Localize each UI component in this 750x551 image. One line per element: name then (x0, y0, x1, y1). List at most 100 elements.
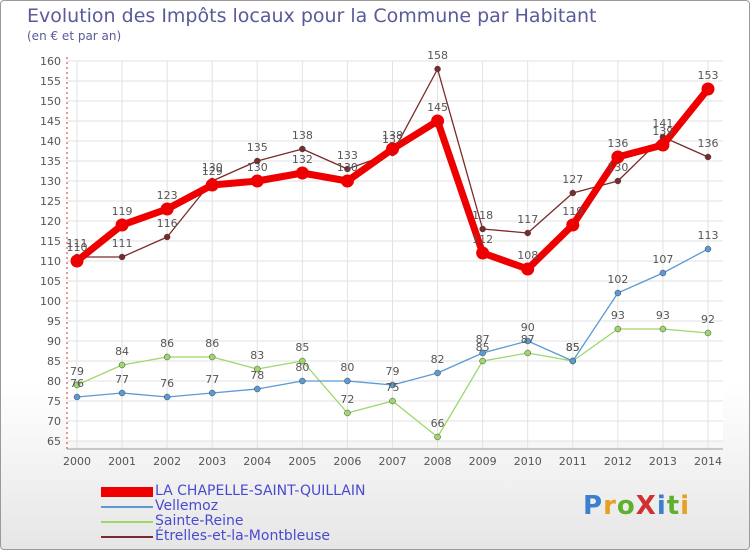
data-label: 93 (656, 309, 670, 322)
data-label: 130 (337, 161, 358, 174)
data-point (205, 178, 219, 192)
data-point (479, 349, 486, 357)
legend-swatch (101, 506, 153, 508)
x-tick-label: 2007 (379, 455, 407, 468)
data-point (118, 389, 126, 397)
logo-letter: r (603, 491, 617, 521)
data-label: 86 (160, 337, 174, 350)
data-label: 130 (607, 161, 628, 174)
data-point (163, 233, 171, 241)
data-label: 80 (295, 361, 309, 374)
y-tick-label: 120 (40, 215, 61, 228)
y-tick-label: 80 (47, 375, 61, 388)
data-point (434, 433, 441, 441)
data-point (118, 253, 126, 261)
data-point (299, 377, 306, 385)
data-label: 82 (431, 353, 445, 366)
data-label: 79 (386, 365, 400, 378)
x-tick-label: 2002 (153, 455, 181, 468)
x-tick-label: 2009 (469, 455, 497, 468)
y-tick-label: 150 (40, 95, 61, 108)
data-label: 86 (205, 337, 219, 350)
data-label: 127 (562, 173, 583, 186)
logo-letter: i (656, 491, 667, 521)
data-point (299, 145, 306, 153)
y-tick-label: 135 (40, 155, 61, 168)
data-point (611, 150, 625, 164)
data-label: 85 (566, 341, 580, 354)
data-point (160, 202, 174, 216)
y-tick-label: 145 (40, 115, 61, 128)
data-point (386, 142, 399, 156)
data-label: 130 (247, 161, 268, 174)
data-label: 129 (202, 165, 223, 178)
data-label: 133 (337, 149, 358, 162)
data-point (73, 381, 81, 389)
data-label: 75 (386, 381, 400, 394)
data-label: 141 (652, 117, 673, 130)
legend-swatch (101, 487, 153, 497)
data-label: 87 (476, 333, 490, 346)
data-point (701, 82, 715, 96)
data-point (659, 325, 667, 333)
data-point (704, 329, 712, 337)
data-point (389, 397, 396, 405)
legend-label: Vellemoz (155, 498, 219, 514)
data-label: 77 (115, 373, 129, 386)
data-label: 153 (698, 69, 719, 82)
data-label: 85 (476, 341, 490, 354)
data-point (344, 165, 351, 173)
y-tick-label: 160 (40, 55, 61, 68)
data-point (431, 114, 445, 128)
data-point (344, 377, 351, 385)
y-tick-label: 100 (40, 295, 61, 308)
y-tick-label: 65 (47, 435, 61, 448)
data-label: 119 (562, 205, 583, 218)
y-tick-label: 115 (40, 235, 61, 248)
data-point (521, 262, 535, 276)
data-label: 111 (112, 237, 133, 250)
data-label: 83 (250, 349, 264, 362)
data-label: 117 (517, 213, 538, 226)
legend-label: Étrelles-et-la-Montbleuse (155, 528, 330, 544)
data-label: 113 (698, 229, 719, 242)
data-label: 130 (202, 161, 223, 174)
data-label: 135 (247, 141, 268, 154)
data-point (704, 245, 712, 253)
data-label: 136 (607, 137, 628, 150)
data-point (73, 393, 81, 401)
data-label: 79 (70, 365, 84, 378)
data-label: 72 (340, 393, 354, 406)
data-point (254, 385, 261, 393)
x-tick-label: 2003 (198, 455, 226, 468)
logo-letter: P (583, 491, 604, 521)
data-point (434, 65, 441, 73)
data-point (524, 349, 531, 357)
data-point (118, 361, 126, 369)
data-point (208, 353, 216, 361)
y-tick-label: 155 (40, 75, 61, 88)
data-point (659, 269, 667, 277)
legend-label: LA CHAPELLE-SAINT-QUILLAIN (155, 483, 366, 499)
data-point (344, 409, 351, 417)
logo-letter: i (680, 491, 691, 521)
data-label: 123 (157, 189, 178, 202)
data-point (208, 389, 216, 397)
x-tick-label: 2012 (604, 455, 632, 468)
logo-letter: o (616, 491, 636, 521)
data-label: 87 (521, 333, 535, 346)
data-point (163, 393, 171, 401)
data-label: 76 (70, 377, 84, 390)
data-label: 158 (427, 49, 448, 62)
proxiti-logo: ProXiti (583, 491, 690, 521)
data-label: 138 (292, 129, 313, 142)
data-label: 132 (292, 153, 313, 166)
data-point (614, 289, 622, 297)
legend-swatch (101, 536, 153, 538)
data-label: 112 (472, 233, 493, 246)
data-point (479, 225, 486, 233)
data-label: 66 (431, 417, 445, 430)
data-point (299, 357, 306, 365)
data-label: 119 (112, 205, 133, 218)
